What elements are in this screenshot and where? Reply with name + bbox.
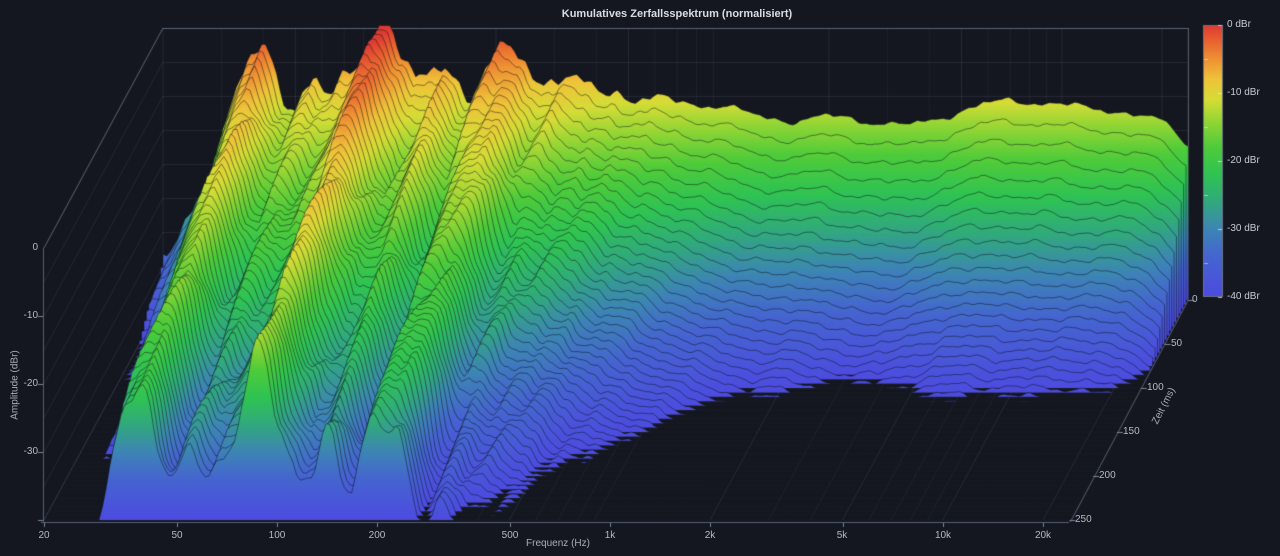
time-tick-label: 150 bbox=[1123, 426, 1140, 437]
freq-tick-label: 500 bbox=[501, 530, 519, 541]
freq-tick-label: 2k bbox=[704, 530, 716, 541]
time-tick-label: 200 bbox=[1099, 470, 1116, 481]
amp-tick-label: -10 bbox=[23, 310, 38, 321]
time-tick-label: 50 bbox=[1171, 338, 1183, 349]
freq-tick-label: 200 bbox=[368, 530, 386, 541]
chart-title: Kumulatives Zerfallsspektrum (normalisie… bbox=[561, 8, 793, 20]
freq-tick-label: 100 bbox=[268, 530, 286, 541]
colorbar-tick-label: -40 dBr bbox=[1227, 291, 1260, 302]
freq-tick-label: 50 bbox=[171, 530, 183, 541]
time-tick-label: 250 bbox=[1075, 514, 1092, 525]
time-tick-label: 100 bbox=[1147, 382, 1164, 393]
freq-tick-label: 10k bbox=[934, 530, 952, 541]
amp-tick-label: -20 bbox=[23, 378, 38, 389]
freq-tick-label: 20 bbox=[38, 530, 50, 541]
colorbar-tick-label: 0 dBr bbox=[1227, 19, 1251, 30]
colorbar-tick-label: -10 dBr bbox=[1227, 87, 1260, 98]
freq-tick-label: 20k bbox=[1034, 530, 1052, 541]
amp-tick-label: -30 bbox=[23, 446, 38, 457]
colorbar-tick-label: -30 dBr bbox=[1227, 223, 1260, 234]
freq-axis-title: Frequenz (Hz) bbox=[526, 538, 590, 549]
amp-axis-title: Amplitude (dBr) bbox=[9, 350, 21, 420]
colorbar-tick-label: -20 dBr bbox=[1227, 155, 1260, 166]
time-tick-label: 0 bbox=[1192, 294, 1198, 305]
amp-tick-label: 0 bbox=[32, 242, 38, 253]
freq-tick-label: 5k bbox=[836, 530, 848, 541]
freq-tick-label: 1k bbox=[604, 530, 616, 541]
